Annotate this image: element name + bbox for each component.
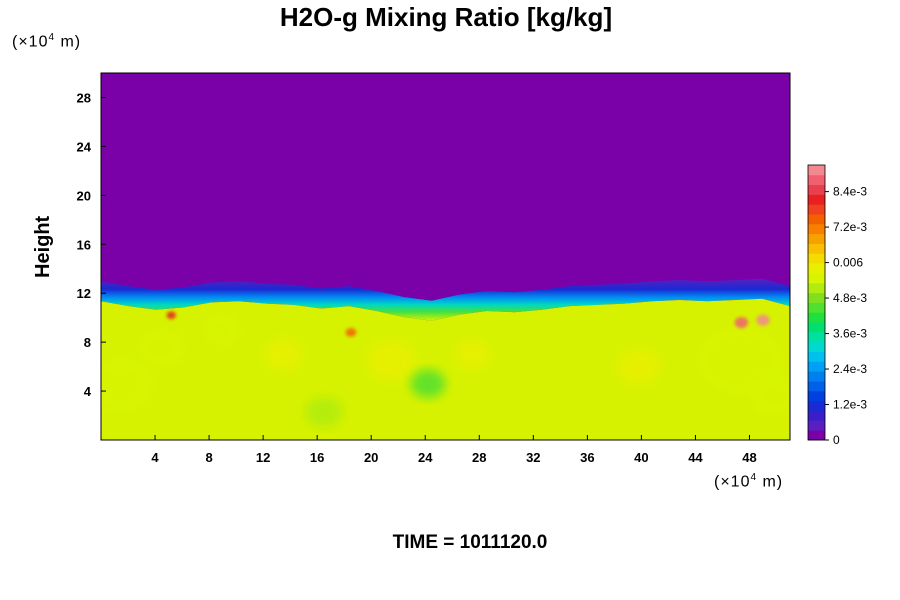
colorbar-swatch-20 (808, 233, 825, 244)
colorbar-label-1: 1.2e-3 (833, 398, 867, 412)
field-anomaly-10 (749, 377, 790, 417)
colorbar-swatch-10 (808, 331, 825, 343)
field-anomaly-12 (756, 314, 770, 326)
colorbar-swatch-5 (808, 381, 825, 392)
colorbar-swatch-13 (808, 302, 825, 313)
colorbar-swatch-14 (808, 292, 825, 303)
field-anomaly-4 (304, 396, 343, 428)
colorbar-swatch-15 (808, 282, 825, 294)
x-tick-label-7: 32 (526, 450, 540, 465)
colorbar-swatch-25 (808, 184, 825, 195)
colorbar-swatch-16 (808, 273, 825, 284)
colorbar-swatch-12 (808, 312, 825, 323)
colorbar-swatch-26 (808, 174, 825, 186)
colorbar-label-2: 2.4e-3 (833, 362, 867, 376)
field-anomaly-3 (264, 338, 303, 370)
field-anomaly-14 (345, 327, 357, 337)
field-lower-region (101, 298, 790, 440)
colorbar-swatch-2 (808, 410, 825, 421)
field-anomaly-13 (166, 311, 176, 320)
colorbar-frame (807, 164, 826, 441)
colorbar-label-6: 7.2e-3 (833, 220, 867, 234)
x-tick-label-1: 8 (205, 450, 212, 465)
y-tick-label-1: 8 (84, 335, 91, 350)
colorbar-swatch-4 (808, 390, 825, 402)
field-anomaly-2 (202, 313, 243, 347)
colorbar-swatch-22 (808, 214, 825, 225)
time-footer: TIME = 1011120.0 (392, 532, 548, 553)
field-anomaly-7 (454, 340, 491, 369)
x-tick-label-2: 12 (256, 450, 270, 465)
y-tick-label-6: 28 (77, 90, 91, 105)
field-interface-band (101, 278, 790, 321)
colorbar-swatch-21 (808, 223, 825, 235)
x-tick-label-6: 28 (472, 450, 486, 465)
y-axis-unit: (×104 m) (12, 32, 82, 51)
y-tick-label-2: 12 (77, 286, 91, 301)
y-tick-label-0: 4 (84, 384, 92, 399)
field-anomaly-6 (410, 369, 446, 399)
colorbar-swatch-0 (808, 430, 825, 441)
y-tick-label-4: 20 (77, 188, 91, 203)
colorbar: 0 1.2e-3 2.4e-3 3.6e-3 4.8e-3 0.006 7.2e-3 8.4e… (807, 164, 867, 447)
field-anomaly-0 (101, 357, 156, 413)
colorbar-swatch-24 (808, 194, 825, 205)
y-tick-label-3: 16 (77, 237, 91, 252)
field-anomaly-9 (696, 325, 784, 396)
colorbar-swatch-3 (808, 400, 825, 411)
colorbar-label-3: 3.6e-3 (833, 327, 867, 341)
colorbar-swatch-11 (808, 322, 825, 333)
chart-title: H2O-g Mixing Ratio [kg/kg] (279, 2, 613, 32)
colorbar-swatch-6 (808, 371, 825, 382)
x-tick-label-5: 24 (418, 450, 433, 465)
colorbar-swatch-19 (808, 243, 825, 254)
colorbar-label-4: 4.8e-3 (833, 291, 867, 305)
plot-frame (100, 72, 791, 441)
field-anomaly-1 (137, 328, 187, 369)
heatmap-field (101, 73, 790, 440)
colorbar-swatch-18 (808, 253, 825, 264)
x-axis-unit: (×104 m) (714, 472, 784, 491)
x-tick-label-4: 20 (364, 450, 378, 465)
field-anomaly-8 (617, 348, 661, 385)
x-tick-label-11: 48 (742, 450, 756, 465)
x-tick-label-0: 4 (151, 450, 159, 465)
colorbar-label-7: 8.4e-3 (833, 185, 867, 199)
colorbar-swatch-8 (808, 351, 825, 362)
field-anomaly-5 (367, 340, 416, 381)
x-tick-label-3: 16 (310, 450, 324, 465)
colorbar-swatch-23 (808, 204, 825, 215)
x-tick-label-10: 44 (688, 450, 703, 465)
colorbar-label-0: 0 (833, 433, 840, 447)
colorbar-label-5: 0.006 (833, 256, 863, 270)
colorbar-swatch-27 (808, 165, 825, 176)
colorbar-swatch-9 (808, 341, 825, 353)
x-tick-label-8: 36 (580, 450, 594, 465)
colorbar-swatch-17 (808, 263, 825, 274)
field-anomaly-11 (734, 317, 749, 329)
colorbar-swatch-7 (808, 361, 825, 372)
y-tick-label-5: 24 (77, 139, 92, 154)
colorbar-swatch-1 (808, 420, 825, 431)
x-tick-label-9: 40 (634, 450, 648, 465)
